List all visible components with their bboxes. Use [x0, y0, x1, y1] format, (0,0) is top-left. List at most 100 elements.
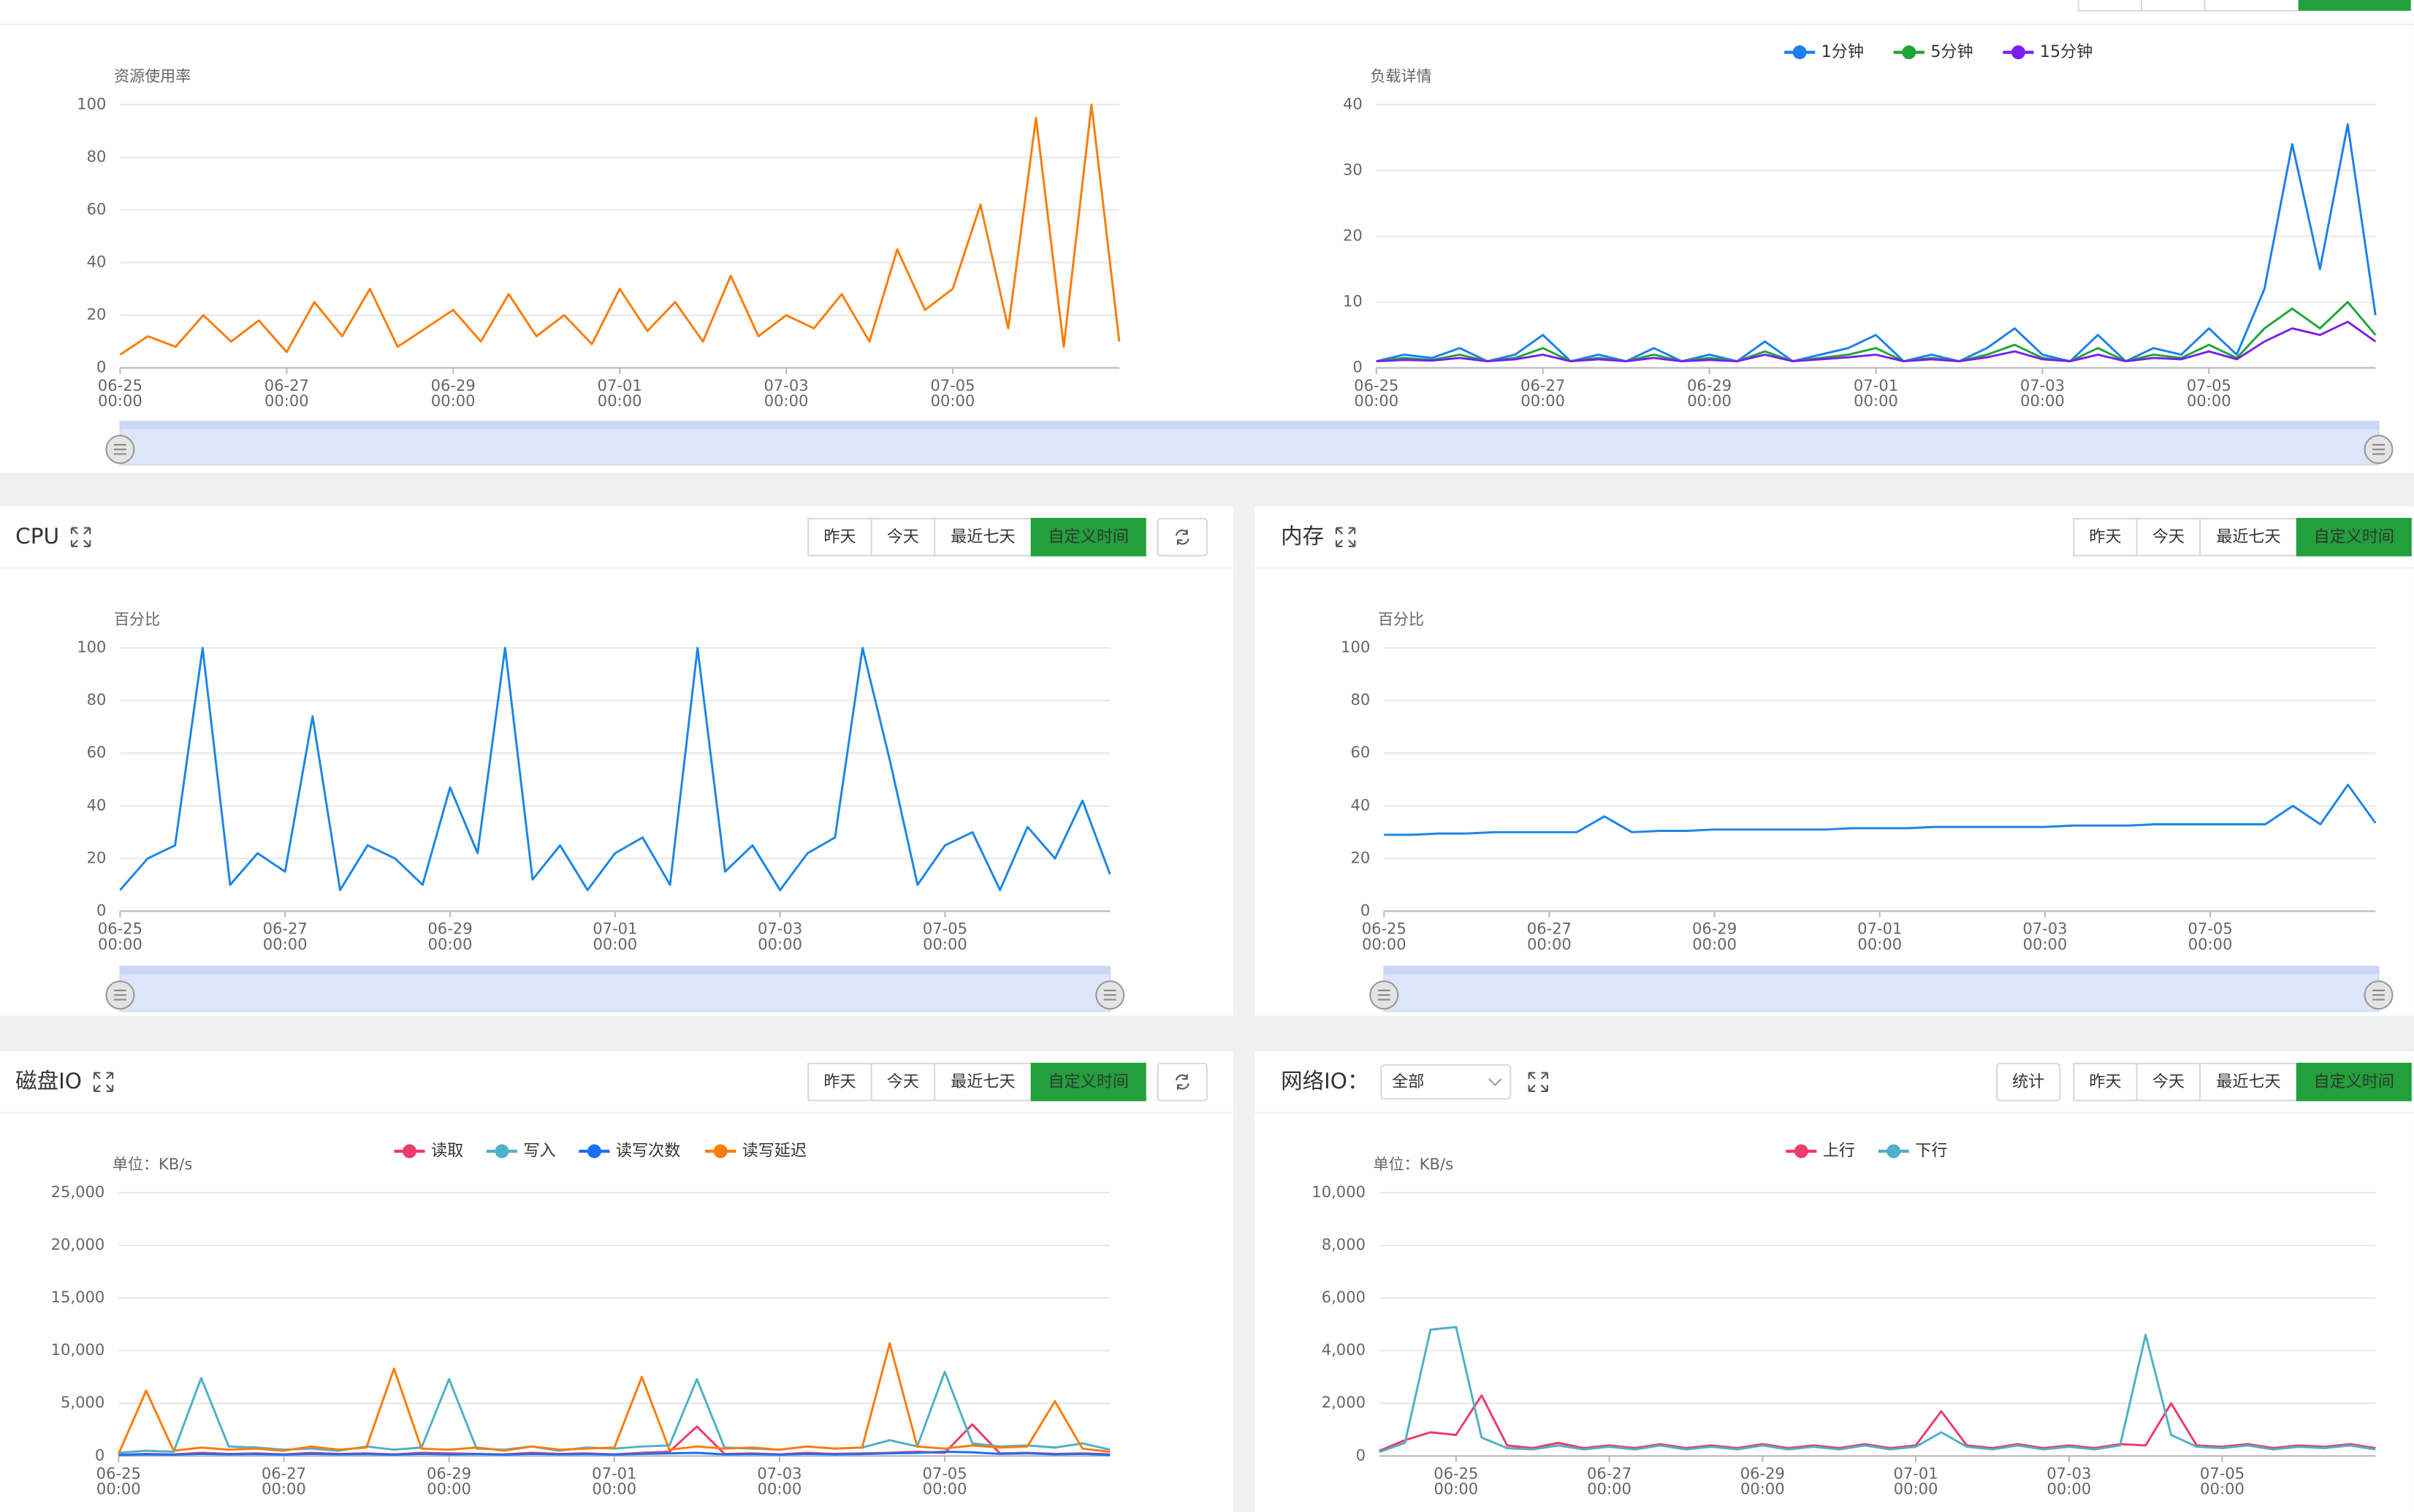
button-label: 昨天 — [823, 527, 856, 546]
button-label: 自定义时间 — [2314, 1072, 2395, 1091]
x-tick-label: 07-03 00:00 — [2022, 920, 2067, 953]
button-label: 今天 — [2152, 527, 2185, 546]
legend-label[interactable]: 读写延迟 — [742, 1142, 807, 1161]
legend-swatch-dot — [1792, 45, 1807, 60]
x-tick-label: 06-27 00:00 — [263, 920, 308, 953]
button[interactable] — [870, 1062, 936, 1101]
y-tick-label: 80 — [1351, 690, 1371, 709]
x-tick-label: 06-25 00:00 — [1433, 1465, 1478, 1498]
legend-label[interactable]: 读写次数 — [616, 1142, 680, 1161]
legend-swatch-dot — [587, 1144, 601, 1158]
legend-label[interactable]: 下行 — [1915, 1142, 1947, 1161]
x-tick-label: 07-01 00:00 — [598, 376, 642, 410]
series-line — [117, 1342, 1111, 1455]
button[interactable] — [2073, 1062, 2138, 1101]
button[interactable] — [2136, 518, 2201, 557]
y-axis-label: 资源使用率 — [114, 66, 191, 85]
panel-title: 内存 — [1281, 524, 1324, 549]
series-line — [119, 646, 1111, 892]
y-tick-label: 0 — [95, 1446, 104, 1464]
x-tick-label: 07-03 00:00 — [2046, 1465, 2091, 1498]
legend-label[interactable]: 5分钟 — [1930, 42, 1973, 61]
y-tick-label: 60 — [87, 199, 107, 218]
y-tick-label: 30 — [1343, 160, 1363, 178]
button[interactable] — [2204, 0, 2299, 12]
y-tick-label: 10,000 — [1311, 1183, 1366, 1201]
legend-swatch-dot — [403, 1144, 417, 1158]
legend-label[interactable]: 15分钟 — [2040, 42, 2093, 61]
panel-title: 磁盘IO — [15, 1069, 82, 1093]
button[interactable] — [807, 1062, 872, 1101]
x-tick-label: 06-27 00:00 — [1527, 920, 1572, 953]
button[interactable] — [2140, 0, 2206, 12]
button[interactable] — [807, 518, 872, 557]
x-tick-label: 06-27 00:00 — [1587, 1465, 1631, 1498]
y-tick-label: 60 — [87, 743, 107, 761]
y-axis-label: 百分比 — [114, 610, 160, 628]
slider-handle-grip — [1103, 989, 1116, 1001]
x-tick-label: 07-05 00:00 — [2187, 376, 2231, 410]
y-axis-label: 单位：KB/s — [1374, 1155, 1454, 1173]
y-tick-label: 8,000 — [1322, 1235, 1366, 1253]
button[interactable] — [870, 518, 936, 557]
x-tick-label: 07-05 00:00 — [2188, 920, 2233, 953]
y-tick-label: 60 — [1351, 743, 1371, 761]
legend-swatch-dot — [2011, 45, 2025, 60]
x-tick-label: 07-03 00:00 — [764, 376, 808, 410]
series-line — [1376, 321, 2377, 363]
series-line — [119, 103, 1121, 356]
panel — [0, 1051, 1233, 1512]
legend-label[interactable]: 1分钟 — [1821, 42, 1864, 61]
refresh-button[interactable] — [1157, 518, 1208, 557]
expand-icon[interactable] — [1335, 527, 1356, 548]
x-tick-label: 06-25 00:00 — [1362, 920, 1406, 953]
x-tick-label: 07-03 00:00 — [758, 920, 802, 953]
expand-icon[interactable] — [1528, 1072, 1548, 1092]
button-label: 今天 — [2152, 1072, 2185, 1091]
slider-top-bar — [120, 421, 2379, 429]
refresh-button[interactable] — [1157, 1062, 1208, 1101]
y-tick-label: 10 — [1343, 292, 1363, 310]
legend-swatch-dot — [1794, 1144, 1808, 1158]
y-tick-label: 15,000 — [51, 1288, 105, 1306]
select[interactable] — [1380, 1064, 1512, 1100]
button[interactable] — [1995, 1062, 2061, 1101]
refresh-icon — [1175, 1074, 1189, 1090]
button-active[interactable] — [1030, 518, 1146, 557]
y-tick-label: 0 — [1352, 358, 1362, 376]
x-tick-label: 07-05 00:00 — [922, 1465, 967, 1498]
x-tick-label: 06-29 00:00 — [1687, 376, 1732, 410]
y-tick-label: 20 — [87, 848, 107, 866]
y-tick-label: 40 — [87, 252, 107, 270]
button[interactable] — [2077, 0, 2143, 12]
button-active[interactable] — [1030, 1062, 1146, 1101]
x-tick-label: 06-25 00:00 — [98, 376, 142, 410]
legend-label[interactable]: 读取 — [431, 1142, 463, 1161]
button-label: 最近七天 — [2216, 527, 2280, 546]
x-tick-label: 06-29 00:00 — [427, 1465, 471, 1498]
expand-icon[interactable] — [93, 1072, 114, 1092]
select-arrow — [1488, 1078, 1502, 1086]
button[interactable] — [2199, 1062, 2298, 1101]
panel — [1254, 1051, 2414, 1512]
legend-label[interactable]: 写入 — [523, 1142, 555, 1161]
expand-icon[interactable] — [70, 527, 91, 548]
series-line — [1379, 1394, 2376, 1452]
button-label: 最近七天 — [951, 527, 1015, 546]
legend-swatch-dot — [713, 1144, 728, 1158]
button[interactable] — [2073, 518, 2138, 557]
y-tick-label: 40 — [1351, 795, 1371, 814]
legend-label[interactable]: 上行 — [1823, 1142, 1855, 1161]
button-label: 最近七天 — [951, 1072, 1015, 1091]
y-tick-label: 20,000 — [51, 1235, 105, 1253]
x-tick-label: 07-01 00:00 — [592, 1465, 636, 1498]
series-line — [1376, 123, 2377, 363]
button-active[interactable] — [2296, 518, 2412, 557]
x-tick-label: 07-05 00:00 — [2200, 1465, 2244, 1498]
panel-title: 网络IO： — [1281, 1069, 1368, 1093]
button-active[interactable] — [2296, 1062, 2412, 1101]
x-tick-label: 07-01 00:00 — [593, 920, 637, 953]
refresh-icon — [1175, 529, 1189, 545]
button-active[interactable] — [2298, 0, 2411, 11]
slider-handle-grip — [1377, 989, 1390, 1001]
